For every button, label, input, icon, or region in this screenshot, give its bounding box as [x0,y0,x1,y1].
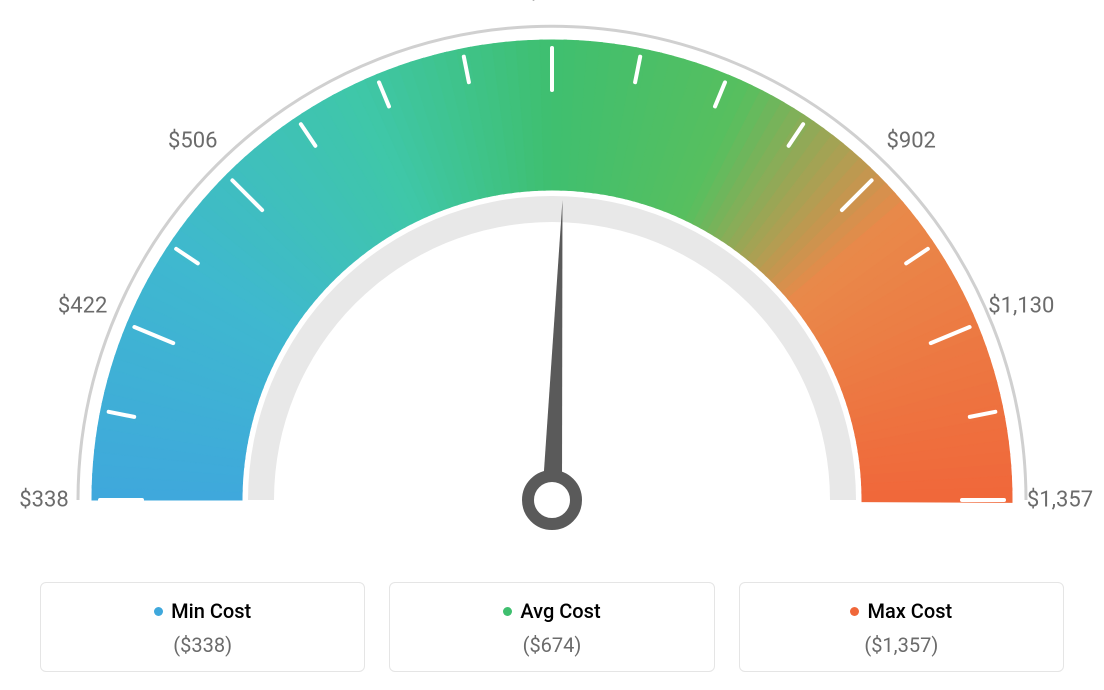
legend-label-max: Max Cost [867,599,952,623]
legend-card-max: Max Cost ($1,357) [739,582,1064,672]
legend-value-min: ($338) [51,633,354,657]
gauge-chart: $338 $422 $506 $674 $902 $1,130 $1,357 [0,0,1104,560]
legend-card-min: Min Cost ($338) [40,582,365,672]
gauge-tick-label: $338 [19,488,68,513]
gauge-tick-label: $1,357 [1027,488,1093,513]
gauge-tick-label: $506 [168,128,217,153]
gauge-svg [0,0,1104,560]
gauge-tick-label: $902 [886,128,935,153]
legend-card-avg: Avg Cost ($674) [389,582,714,672]
legend-dot-max [850,607,859,616]
legend-label-avg: Avg Cost [520,599,600,623]
legend-value-avg: ($674) [400,633,703,657]
legend-title-max: Max Cost [850,599,952,623]
gauge-tick-label: $1,130 [988,293,1054,318]
legend-label-min: Min Cost [171,599,251,623]
legend-title-avg: Avg Cost [503,599,600,623]
legend-dot-avg [503,607,512,616]
legend-dot-min [154,607,163,616]
legend-row: Min Cost ($338) Avg Cost ($674) Max Cost… [40,582,1064,672]
gauge-tick-label: $674 [527,0,576,5]
legend-value-max: ($1,357) [750,633,1053,657]
legend-title-min: Min Cost [154,599,251,623]
gauge-tick-label: $422 [58,293,107,318]
